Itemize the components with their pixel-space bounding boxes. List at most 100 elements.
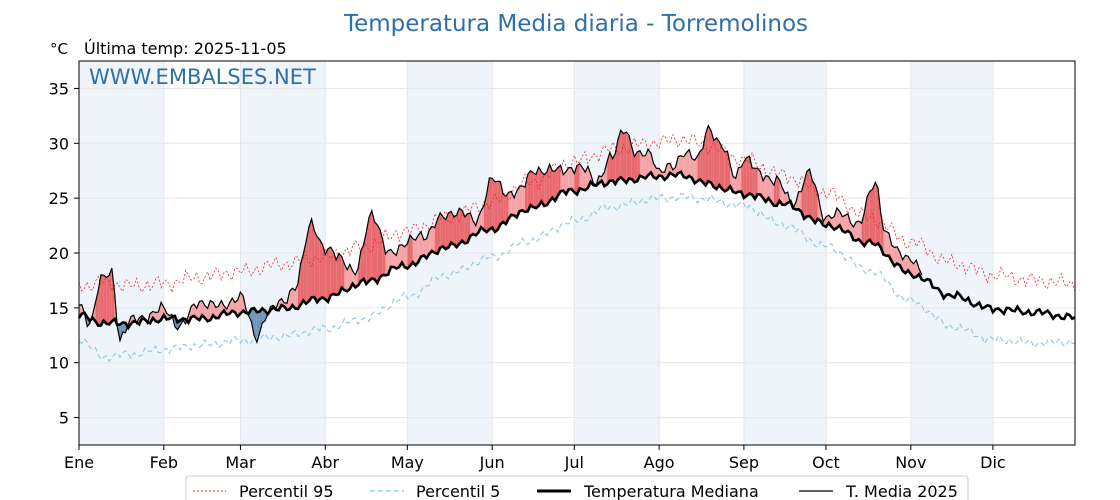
fill-above-median [738,166,742,192]
fill-below-median [254,308,257,343]
fill-above-median [497,181,501,230]
fill-above-median [314,230,318,303]
fill-above-median [913,260,917,278]
fill-above-median [366,217,370,285]
fill-above-median [894,246,898,266]
fill-above-median [845,213,848,233]
fill-above-median [765,175,769,202]
fill-above-median [694,156,698,184]
fill-above-median [768,176,772,202]
fill-above-median [711,130,714,188]
fill-above-median [440,212,443,248]
fill-above-median [369,210,372,281]
fill-above-median [358,250,361,286]
fill-above-median [379,229,383,278]
fill-above-median [505,192,509,225]
x-tick-label: Ene [64,453,94,472]
x-tick-label: Abr [311,453,339,472]
fill-above-median [546,164,550,206]
fill-above-median [330,247,334,296]
fill-above-median [582,167,586,191]
fill-above-median [645,149,649,179]
fill-above-median [95,290,99,326]
fill-above-median [155,312,159,323]
fill-above-median [568,167,572,190]
fill-above-median [560,165,564,192]
fill-above-median [522,186,526,212]
fill-above-median [705,125,709,186]
fill-above-median [308,219,312,302]
series-line-percentil-95 [78,133,1076,294]
fill-above-median [527,170,531,212]
fill-above-median [306,227,309,304]
fill-above-median [806,169,810,217]
fill-above-median [453,215,457,248]
legend-label-p5: Percentil 5 [416,482,500,500]
fill-above-median [451,211,454,245]
x-tick-label: Feb [150,453,178,472]
fill-above-median [563,171,567,195]
y-tick-label: 5 [59,409,69,428]
fill-above-median [746,156,750,196]
fill-above-median [732,176,736,194]
fill-above-median [431,226,435,253]
fill-above-median [213,302,216,319]
fill-above-median [626,132,629,183]
fill-below-median [120,322,123,341]
fill-above-median [300,253,304,305]
x-tick-label: May [391,453,424,472]
fill-above-median [207,300,211,322]
legend-label-median: Temperatura Mediana [583,482,759,500]
fill-above-median [393,253,397,269]
fill-above-median [377,224,380,284]
fill-above-median [106,275,110,325]
fill-above-median [191,304,194,318]
series-line-t-media-2025 [78,124,923,344]
y-tick-label: 20 [49,244,69,263]
fill-above-median [355,268,359,288]
fill-above-median [317,236,320,303]
legend-label-p95: Percentil 95 [239,482,334,500]
fill-above-median [103,275,107,324]
fill-above-median [639,150,643,177]
fill-below-median [259,308,263,334]
fill-above-median [566,167,569,195]
series-line-percentil-5 [78,192,1076,362]
y-tick-label: 10 [49,354,69,373]
fill-above-median [338,253,342,295]
fill-above-median [642,155,646,179]
fill-above-median [292,288,296,309]
fill-above-median [311,219,315,298]
fill-above-median [856,220,859,241]
fill-above-median [341,256,345,291]
fill-above-median [347,264,350,292]
fill-above-median [834,208,837,230]
fill-above-median [533,172,536,209]
fill-above-median [634,151,638,183]
fill-above-median [385,250,389,276]
fill-above-median [883,230,887,256]
fill-above-median [886,231,889,256]
fill-above-median [423,238,427,259]
fill-above-median [804,171,807,219]
fill-above-median [215,306,219,319]
fill-above-median [872,182,876,246]
fill-below-median [251,308,255,336]
fill-above-median [535,166,539,209]
fill-above-median [847,213,851,234]
fill-above-median [754,168,758,199]
fill-above-median [916,260,920,277]
fill-above-median [743,157,747,198]
fill-above-median [858,220,862,243]
last-temp-label: Última temp: 2025-11-05 [84,39,287,58]
series-line-temperatura-mediana [77,170,1076,331]
fill-above-median [530,170,534,208]
fill-above-median [812,180,816,223]
fill-above-median [360,245,364,282]
fill-above-median [604,161,608,187]
fill-above-median [437,212,441,254]
fill-above-median [741,161,744,198]
fill-above-median [541,171,545,207]
fill-above-median [815,184,818,223]
fill-above-median [442,216,446,249]
